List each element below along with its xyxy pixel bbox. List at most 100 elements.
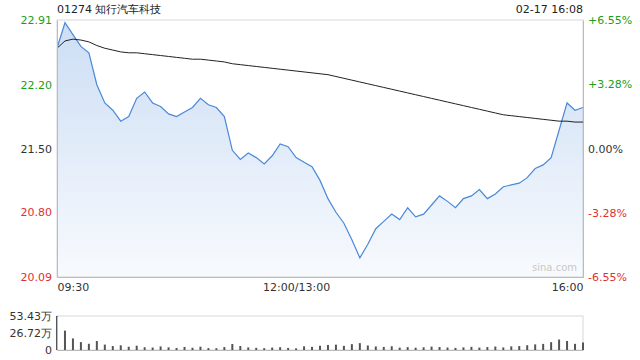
tick: 22.91: [21, 14, 58, 27]
tick: 09:30: [58, 277, 90, 294]
x-axis-line: [58, 277, 584, 278]
y2-axis-line: [583, 21, 584, 278]
volume-bar: [184, 347, 186, 350]
volume-bar: [255, 348, 257, 350]
x-axis: 09:30 12:00/13:00 16:00: [58, 277, 584, 294]
volume-bars: [56, 316, 584, 350]
volume-bar: [72, 338, 74, 350]
volume-bar: [215, 348, 217, 350]
tick: 0: [45, 344, 57, 357]
volume-bar: [112, 346, 114, 350]
volume-bar: [343, 346, 345, 350]
volume-bar: [454, 348, 456, 350]
volume-bar: [191, 348, 193, 350]
volume-bar: [152, 348, 154, 350]
volume-bar: [303, 346, 305, 350]
volume-x-axis: [58, 350, 584, 351]
y-axis: 20.09 20.80 21.50 22.20 22.91: [21, 14, 58, 284]
volume-bar: [319, 346, 321, 350]
tick: 20.80: [21, 206, 58, 219]
tick: 0.00%: [583, 143, 623, 156]
volume-bar: [447, 348, 449, 350]
tick-label: 12:00/13:00: [263, 281, 330, 294]
volume-bar: [423, 347, 425, 350]
subtitle: 02-17 16:08: [516, 3, 583, 16]
volume-bar: [534, 344, 536, 350]
volume-bar: [64, 331, 66, 350]
volume-y-axis: 0 26.72万 53.43万: [10, 310, 58, 357]
tick-label: -6.55%: [588, 271, 627, 284]
tick: +6.55%: [583, 14, 632, 27]
volume-bar: [439, 347, 441, 350]
volume-bar: [367, 345, 369, 350]
volume-bar: [510, 346, 512, 350]
volume-bar: [144, 347, 146, 350]
volume-bar: [542, 344, 544, 350]
volume-bar: [574, 344, 576, 350]
y2-axis: -6.55% -3.28% 0.00% +3.28% +6.55%: [583, 14, 632, 284]
plot-frame: [57, 20, 583, 277]
tick: 16:00: [552, 277, 584, 294]
volume-frame: [57, 316, 583, 350]
tick: 22.20: [21, 79, 58, 92]
volume-bar: [231, 344, 233, 350]
volume-bar: [287, 348, 289, 350]
tick: 20.09: [21, 271, 58, 284]
tick: 26.72万: [10, 327, 58, 340]
volume-bar: [80, 342, 82, 350]
volume-bar: [128, 347, 130, 350]
y-axis-line: [57, 21, 58, 278]
volume-y-axis-line: [57, 317, 58, 351]
volume-bar: [431, 347, 433, 350]
volume-bar: [295, 348, 297, 350]
tick-label: 0.00%: [588, 143, 623, 156]
volume-bar: [168, 347, 170, 350]
volume-bar: [462, 347, 464, 350]
volume-bar: [335, 345, 337, 350]
volume-bar: [279, 347, 281, 350]
volume-bar: [136, 346, 138, 350]
volume-bar: [120, 345, 122, 350]
tick: +3.28%: [583, 78, 632, 91]
tick: 12:00/13:00: [263, 277, 330, 294]
volume-bar: [399, 348, 401, 350]
tick-label: 21.50: [21, 143, 53, 156]
tick-label: 22.91: [21, 14, 53, 27]
tick: 21.50: [21, 143, 58, 156]
volume-bar: [550, 342, 552, 350]
volume-bar: [470, 347, 472, 350]
tick: 53.43万: [10, 310, 58, 323]
tick-label: 20.09: [21, 271, 53, 284]
tick: -3.28%: [583, 207, 627, 220]
volume-bar: [223, 347, 225, 350]
tick-label: 16:00: [552, 281, 584, 294]
volume-bar: [176, 348, 178, 350]
tick: -6.55%: [583, 271, 627, 284]
volume-bar: [502, 347, 504, 350]
volume-bar: [96, 341, 98, 350]
volume-bar: [407, 347, 409, 350]
tick-label: -3.28%: [588, 207, 627, 220]
volume-x-axis-line: [58, 350, 584, 351]
volume-bar: [494, 347, 496, 350]
volume-bar: [247, 347, 249, 350]
tick-label: 20.80: [21, 206, 53, 219]
tick-label: 22.20: [21, 79, 53, 92]
tick-label: +3.28%: [588, 78, 632, 91]
volume-bar: [160, 346, 162, 350]
volume-bar: [239, 346, 241, 350]
volume-bar: [88, 344, 90, 350]
volume-bar: [359, 343, 361, 350]
volume-bar: [582, 342, 584, 350]
tick-label: 26.72万: [10, 327, 53, 340]
tick-label: 53.43万: [10, 310, 53, 323]
volume-bar: [199, 347, 201, 350]
volume-bar: [526, 345, 528, 350]
tick-label: +6.55%: [588, 14, 632, 27]
volume-bar: [486, 347, 488, 350]
volume-bar: [383, 347, 385, 350]
volume-bar: [375, 346, 377, 350]
volume-bar: [558, 340, 560, 350]
chart: 20.09 20.80 21.50 22.20 22.91 -6.55% -3.28% 0.0…: [0, 0, 640, 360]
volume-bar: [478, 348, 480, 350]
